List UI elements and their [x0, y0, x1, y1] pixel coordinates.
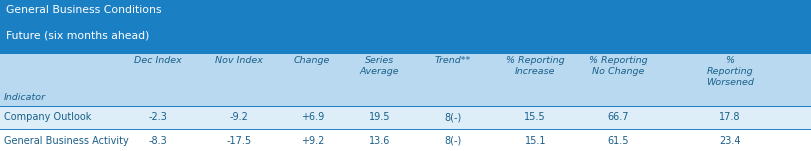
Text: Dec Index: Dec Index: [135, 56, 182, 65]
Text: Indicator: Indicator: [4, 93, 46, 102]
Text: 15.1: 15.1: [525, 136, 546, 146]
Text: General Business Conditions: General Business Conditions: [6, 5, 161, 14]
Text: -17.5: -17.5: [227, 136, 251, 146]
Text: Nov Index: Nov Index: [215, 56, 264, 65]
Bar: [0, 54, 811, 106]
Text: %
Reporting
Worsened: % Reporting Worsened: [706, 56, 754, 87]
Text: Change: Change: [294, 56, 330, 65]
Text: 8(-): 8(-): [444, 136, 461, 146]
Text: Future (six months ahead): Future (six months ahead): [6, 31, 149, 41]
Text: Series
Average: Series Average: [360, 56, 399, 76]
Bar: [0, 0, 811, 54]
Text: Trend**: Trend**: [435, 56, 470, 65]
Text: 23.4: 23.4: [719, 136, 740, 146]
Text: 15.5: 15.5: [525, 112, 546, 122]
Text: % Reporting
Increase: % Reporting Increase: [506, 56, 564, 76]
Text: -8.3: -8.3: [148, 136, 168, 146]
Text: +6.9: +6.9: [301, 112, 324, 122]
Bar: [0, 129, 811, 151]
Text: 66.7: 66.7: [607, 112, 629, 122]
Text: +9.2: +9.2: [301, 136, 324, 146]
Text: Company Outlook: Company Outlook: [4, 112, 92, 122]
Bar: [0, 106, 811, 129]
Text: 17.8: 17.8: [719, 112, 740, 122]
Text: -2.3: -2.3: [148, 112, 168, 122]
Text: 61.5: 61.5: [607, 136, 629, 146]
Text: General Business Activity: General Business Activity: [4, 136, 129, 146]
Text: 13.6: 13.6: [369, 136, 390, 146]
Text: -9.2: -9.2: [230, 112, 249, 122]
Text: 8(-): 8(-): [444, 112, 461, 122]
Text: % Reporting
No Change: % Reporting No Change: [589, 56, 647, 76]
Text: 19.5: 19.5: [369, 112, 390, 122]
